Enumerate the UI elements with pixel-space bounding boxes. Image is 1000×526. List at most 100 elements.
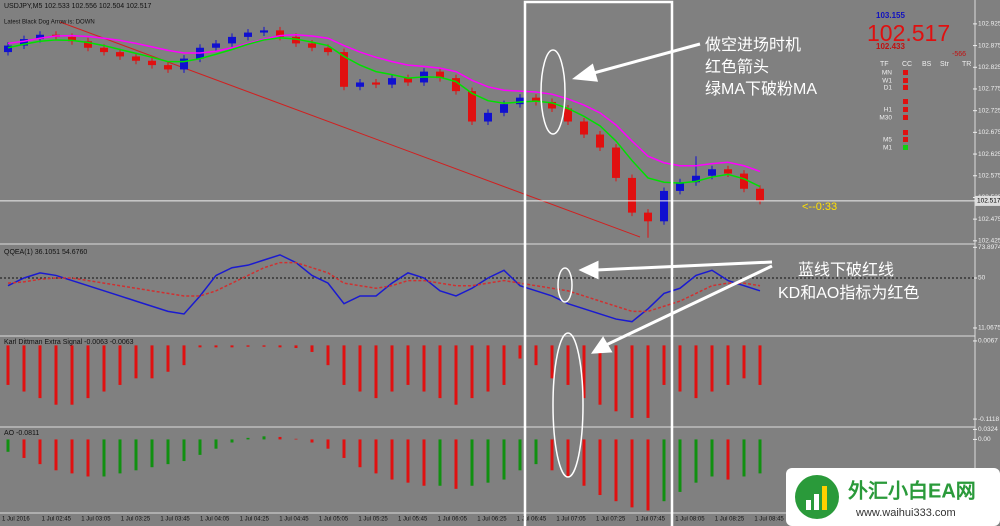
histogram-bar xyxy=(374,439,378,474)
x-tick-label: 1 Jul 04:45 xyxy=(279,517,309,523)
histogram-bar xyxy=(6,439,10,452)
histogram-bar xyxy=(150,345,154,379)
histogram-bar xyxy=(518,345,522,359)
histogram-bar xyxy=(582,439,586,486)
logo-url: www.waihui333.com xyxy=(855,507,956,519)
histogram-bar xyxy=(262,436,266,440)
current-price-box xyxy=(975,195,1000,206)
x-tick-label: 1 Jul 06:25 xyxy=(477,517,507,523)
candle-body xyxy=(628,177,636,213)
candle-body xyxy=(484,112,492,122)
x-tick-label: 1 Jul 03:05 xyxy=(81,517,111,523)
histogram-bar xyxy=(150,439,154,468)
histogram-bar xyxy=(550,345,554,379)
y-tick-label: 0.0324 xyxy=(978,426,998,433)
candle-body xyxy=(68,36,76,42)
histogram-bar xyxy=(710,439,714,477)
info-high: 103.155 xyxy=(876,11,905,20)
histogram-bar xyxy=(486,439,490,483)
histogram-bar xyxy=(102,439,106,477)
histogram-bar xyxy=(630,345,634,418)
histogram-bar xyxy=(438,345,442,399)
candle-body xyxy=(260,30,268,33)
x-tick-label: 1 Jul 2016 xyxy=(2,517,30,523)
histogram-bar xyxy=(374,345,378,399)
histogram-bar xyxy=(214,345,218,348)
histogram-bar xyxy=(342,439,346,458)
histogram-bar xyxy=(342,345,346,385)
histogram-bar xyxy=(694,439,698,483)
histogram-bar xyxy=(38,345,42,399)
candle-body xyxy=(132,56,140,61)
candle-body xyxy=(228,36,236,44)
histogram-bar xyxy=(678,439,682,492)
annotation: 做空进场时机 xyxy=(705,36,801,54)
histogram-bar xyxy=(182,345,186,366)
candle-body xyxy=(212,43,220,48)
histogram-bar xyxy=(470,439,474,486)
histogram-bar xyxy=(198,345,202,348)
histogram-bar xyxy=(742,439,746,477)
series-line xyxy=(7,37,761,188)
candle-body xyxy=(372,82,380,85)
histogram-bar xyxy=(470,345,474,399)
logo: 外汇小白EA网 www.waihui333.com xyxy=(786,468,1000,526)
histogram-bar xyxy=(566,439,570,477)
histogram-bar xyxy=(358,345,362,392)
histogram-bar xyxy=(134,345,138,379)
series-line xyxy=(7,261,761,313)
histogram-bar xyxy=(182,439,186,462)
histogram-bar xyxy=(502,345,506,385)
info-timeframe: M5 xyxy=(883,137,892,144)
histogram-bar xyxy=(262,345,266,347)
candle-body xyxy=(276,30,284,37)
candle-body xyxy=(308,43,316,48)
info-timeframe: W1 xyxy=(882,78,892,85)
annotation: 红色箭头 xyxy=(705,57,769,76)
candle-body xyxy=(36,34,44,40)
x-tick-label: 1 Jul 07:05 xyxy=(556,517,586,523)
candle-body xyxy=(20,39,28,46)
subtitle: Latest Black Dog Arrow is: DOWN xyxy=(4,20,95,26)
histogram-bar xyxy=(294,438,298,440)
x-tick-label: 1 Jul 05:05 xyxy=(319,517,349,523)
info-header: TF xyxy=(880,61,889,68)
y-tick-label: 102.675 xyxy=(978,129,1000,136)
histogram-bar xyxy=(70,345,74,405)
candle-body xyxy=(580,121,588,135)
candle-body xyxy=(548,101,556,109)
y-tick-label: 102.575 xyxy=(978,172,1000,179)
panel-separators xyxy=(0,0,976,514)
current-price-label: 102.517 xyxy=(977,198,1000,205)
histogram-bar xyxy=(38,439,42,465)
histogram-bar xyxy=(22,439,26,458)
histogram-bar xyxy=(198,439,202,455)
y-tick-label: 50 xyxy=(978,275,986,282)
candle-body xyxy=(340,52,348,87)
info-header: BS xyxy=(922,61,932,68)
candle-body xyxy=(388,78,396,85)
y-tick-label: 11.0675 xyxy=(978,325,1000,332)
timer: <--0:33 xyxy=(802,201,837,213)
histogram-bar xyxy=(518,439,522,471)
histogram-bar xyxy=(54,345,58,405)
info-price: 102.517 xyxy=(867,20,950,46)
y-tick-label: 0.00 xyxy=(978,436,991,443)
histogram-bar xyxy=(758,345,762,385)
y-tick-label: 73.8974 xyxy=(978,244,1000,251)
annotation: 绿MA下破粉MA xyxy=(705,80,817,98)
info-timeframe: D1 xyxy=(884,85,893,92)
candle-body xyxy=(740,173,748,189)
candle-body xyxy=(100,47,108,53)
candle-body xyxy=(644,212,652,222)
candle-body xyxy=(596,134,604,148)
histogram-bar xyxy=(86,439,90,477)
y-tick-label: 102.425 xyxy=(978,238,1000,245)
histogram-bar xyxy=(406,439,410,483)
y-tick-label: 0.0067 xyxy=(978,338,998,345)
histogram-bar xyxy=(662,345,666,385)
candle-body xyxy=(516,97,524,105)
histogram-bar xyxy=(758,439,762,474)
info-timeframe: H1 xyxy=(884,107,893,114)
